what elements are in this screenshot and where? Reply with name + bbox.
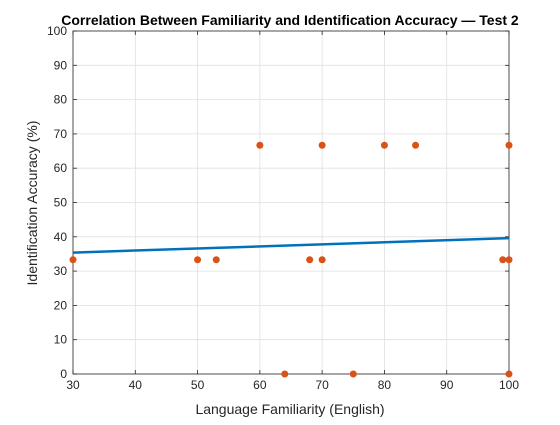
x-tick-label: 70 xyxy=(315,378,329,392)
y-tick-label: 90 xyxy=(54,58,68,72)
x-tick-label: 50 xyxy=(191,378,205,392)
series xyxy=(69,141,513,378)
y-tick-label: 0 xyxy=(60,367,67,381)
data-point xyxy=(349,370,357,378)
data-point xyxy=(306,256,314,264)
data-point xyxy=(380,141,388,149)
data-point xyxy=(256,141,264,149)
y-tick-label: 80 xyxy=(54,93,68,107)
regression-line xyxy=(72,236,510,254)
x-tick-label: 60 xyxy=(253,378,267,392)
y-tick-label: 30 xyxy=(54,264,68,278)
data-point xyxy=(505,370,513,378)
x-axis-label: Language Familiarity (English) xyxy=(195,401,384,417)
data-point xyxy=(212,256,220,264)
x-tick-label: 100 xyxy=(499,378,519,392)
y-tick-label: 70 xyxy=(54,127,68,141)
data-point xyxy=(505,141,513,149)
data-point xyxy=(69,256,77,264)
data-point xyxy=(505,256,513,264)
x-tick-label: 30 xyxy=(66,378,80,392)
x-tick-label: 40 xyxy=(129,378,143,392)
y-tick-label: 60 xyxy=(54,161,68,175)
y-axis-label: Identification Accuracy (%) xyxy=(24,121,40,286)
x-tick-label: 80 xyxy=(378,378,392,392)
x-tick-label: 90 xyxy=(440,378,454,392)
data-point xyxy=(318,141,326,149)
y-tick-label: 40 xyxy=(54,230,68,244)
y-tick-label: 20 xyxy=(54,298,68,312)
data-point xyxy=(412,141,420,149)
chart-title: Correlation Between Familiarity and Iden… xyxy=(61,12,519,28)
y-tick-label: 50 xyxy=(54,196,68,210)
ticks: 30 40 50 60 70 80 90 100 0 10 20 30 40 50 60 70 80 90 100 xyxy=(47,24,519,392)
data-point xyxy=(318,256,326,264)
data-point xyxy=(281,370,289,378)
data-point xyxy=(499,256,507,264)
y-tick-label: 10 xyxy=(54,333,68,347)
y-tick-label: 100 xyxy=(47,24,67,38)
data-point xyxy=(194,256,202,264)
